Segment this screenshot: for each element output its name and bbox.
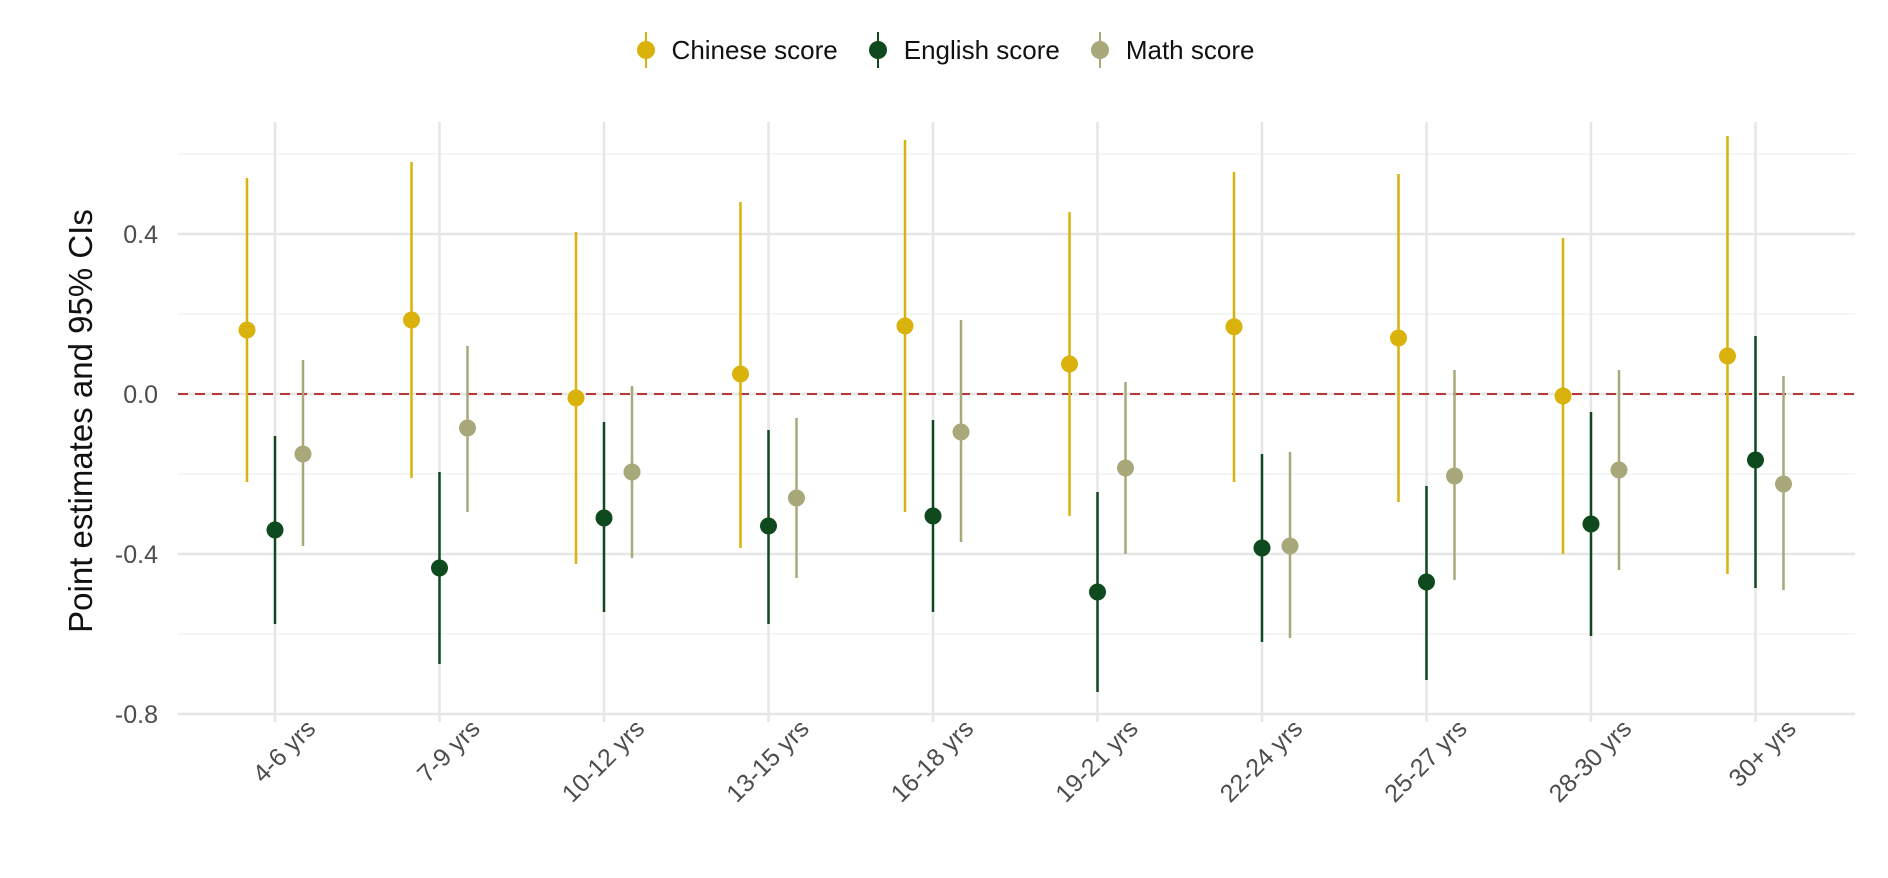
point-english (1253, 539, 1271, 557)
point-chinese (1554, 387, 1572, 405)
point-english (431, 559, 448, 577)
legend-key-english (866, 30, 890, 70)
point-math (1446, 467, 1463, 485)
point-english (924, 507, 942, 525)
legend-item-chinese: Chinese score (634, 30, 838, 70)
legend-label-math: Math score (1125, 34, 1255, 65)
x-tick-label: 22-24 yrs (1215, 714, 1308, 807)
point-math (294, 445, 312, 463)
point-chinese (1061, 355, 1078, 373)
point-english (1418, 573, 1435, 591)
y-tick-label: -0.8 (115, 701, 158, 729)
y-tick-label: -0.4 (115, 541, 158, 569)
y-tick-label: 0.0 (123, 381, 158, 409)
x-tick-label: 4-6 yrs (247, 714, 321, 788)
point-english (266, 521, 284, 539)
point-english (1089, 583, 1106, 601)
point-chinese (732, 365, 749, 383)
point-math (1117, 459, 1134, 477)
legend-label-chinese: Chinese score (671, 34, 838, 65)
x-tick-label: 25-27 yrs (1379, 714, 1472, 807)
point-english (1582, 515, 1600, 533)
y-tick-label: 0.4 (123, 221, 158, 249)
x-tick-label: 16-18 yrs (886, 714, 979, 807)
legend-key-chinese (634, 30, 658, 70)
y-axis-title: Point estimates and 95% CIs (62, 209, 99, 633)
point-chinese (896, 317, 914, 335)
point-chinese (403, 311, 420, 329)
point-math (1281, 537, 1299, 555)
legend-key-math (1088, 30, 1112, 70)
point-english (595, 509, 613, 527)
point-math (1775, 475, 1792, 493)
point-math (788, 489, 805, 507)
x-tick-label: 28-30 yrs (1544, 714, 1637, 807)
x-tick-label: 19-21 yrs (1050, 714, 1143, 807)
point-chinese (1225, 318, 1243, 336)
legend: Chinese score English score Math score (0, 30, 1888, 70)
x-tick-label: 7-9 yrs (412, 714, 486, 788)
x-tick-label: 13-15 yrs (721, 714, 814, 807)
point-math (1610, 461, 1628, 479)
point-chinese (1390, 329, 1407, 347)
point-english (760, 517, 777, 535)
legend-item-english: English score (866, 30, 1060, 70)
x-tick-label: 30+ yrs (1723, 714, 1801, 792)
point-chinese (238, 321, 256, 339)
x-tick-label: 10-12 yrs (557, 714, 650, 807)
legend-item-math: Math score (1088, 30, 1255, 70)
point-math (952, 423, 970, 441)
point-math (459, 419, 476, 437)
point-chinese (567, 389, 585, 407)
point-chinese (1719, 347, 1736, 365)
point-english (1747, 451, 1764, 469)
point-math (623, 463, 641, 481)
legend-label-english: English score (903, 34, 1060, 65)
